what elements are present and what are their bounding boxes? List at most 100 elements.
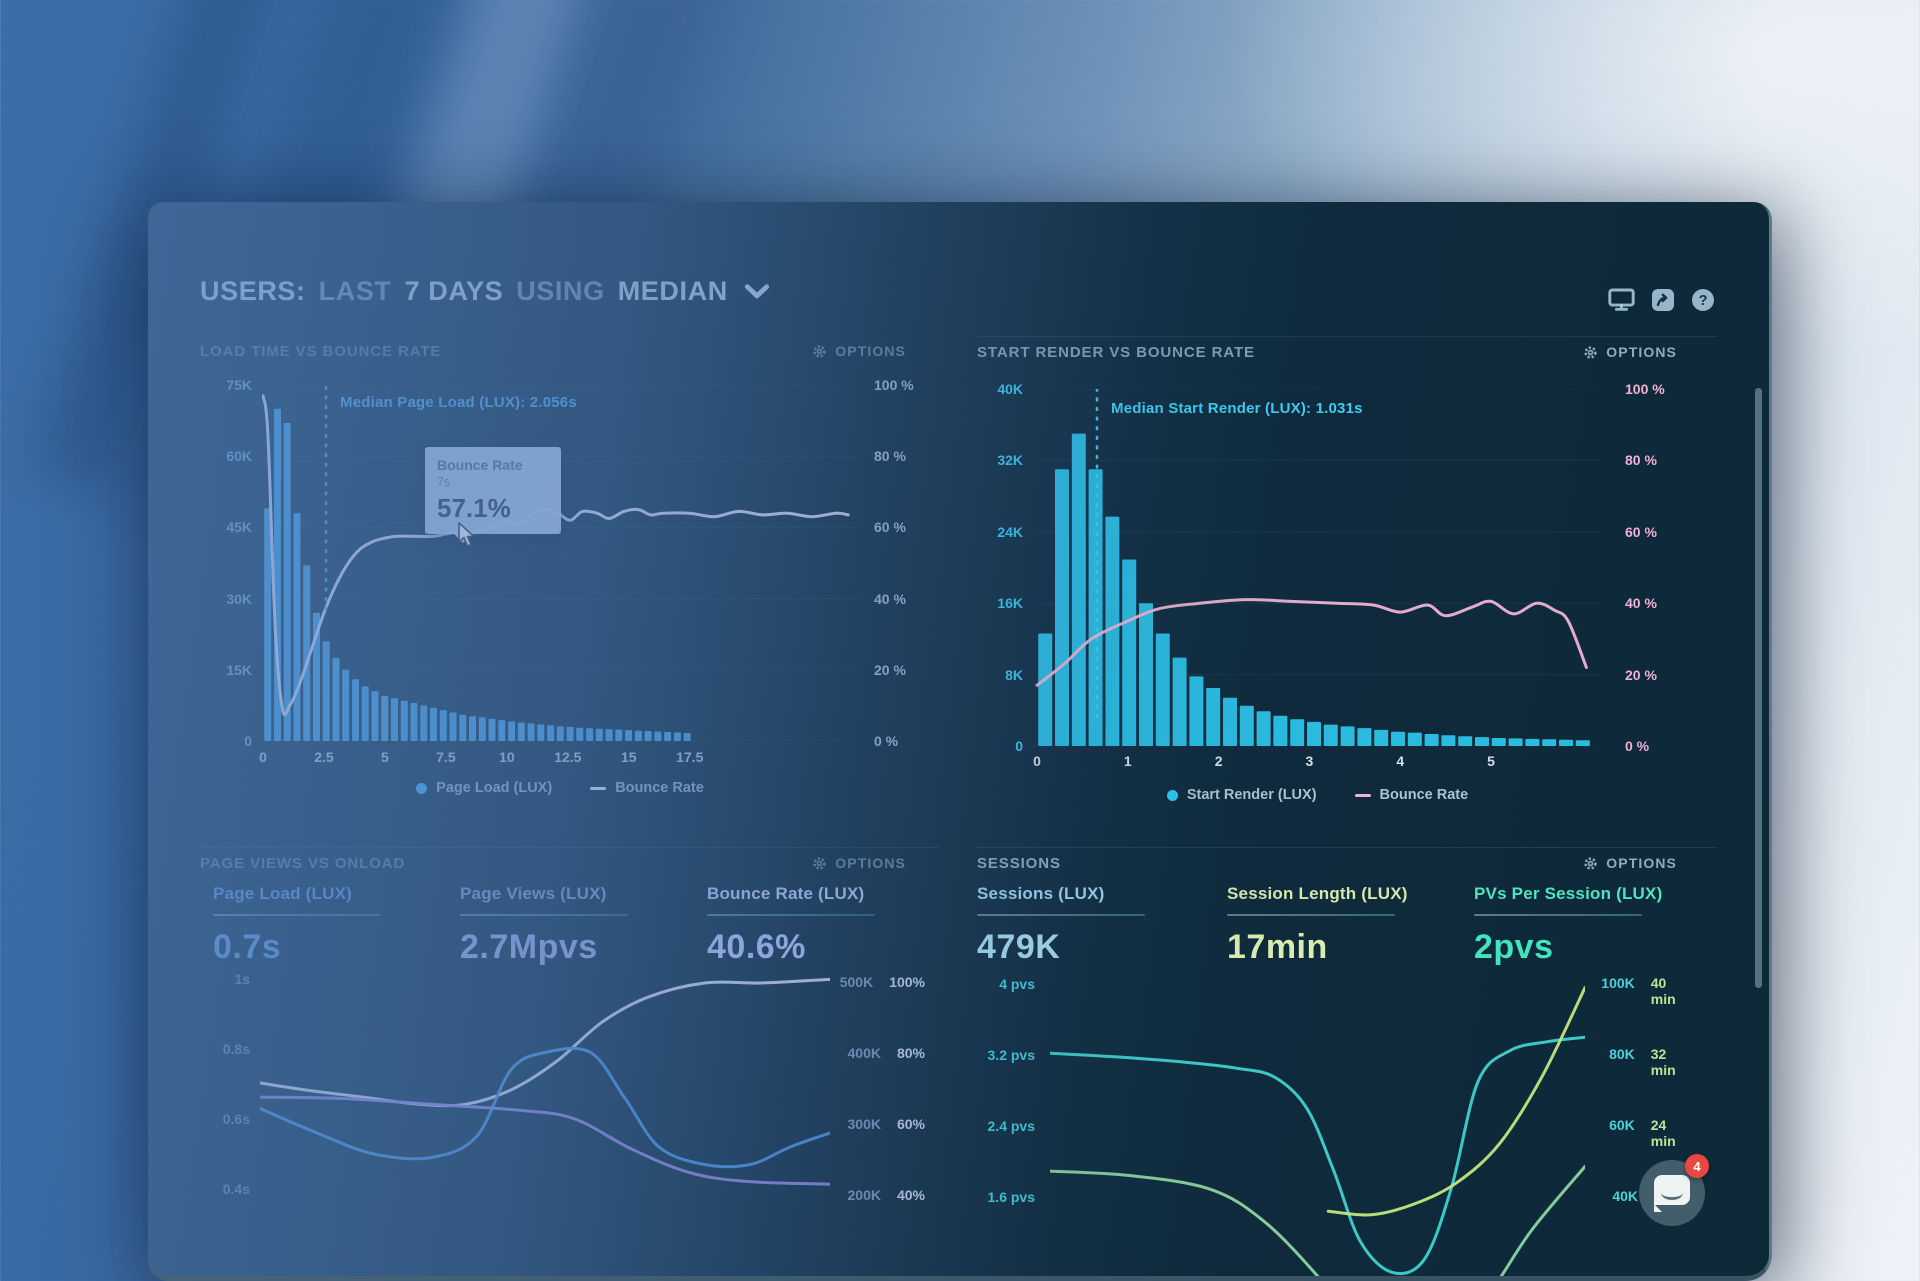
x-tick-label: 15 (620, 749, 637, 765)
axis-tick-label: 40 % (874, 590, 906, 607)
mouse-cursor (458, 522, 475, 547)
display-icon[interactable] (1608, 288, 1635, 317)
title-median-dropdown[interactable]: MEDIAN (617, 276, 728, 306)
metric-page-load: Page Load (LUX) 0.7s (213, 884, 428, 967)
axis-tick-row: 200K 40% (847, 1187, 926, 1203)
x-tick-label: 4 (1396, 753, 1405, 769)
gear-icon (1584, 345, 1597, 359)
axis-tick-label: 15K (226, 661, 252, 678)
legend-bounce-rate[interactable]: Bounce Rate (590, 780, 704, 796)
x-tick-label: 2 (1214, 753, 1223, 769)
legend-start-render[interactable]: Start Render (LUX) (1166, 787, 1317, 803)
chat-widget-button[interactable]: 4 (1639, 1154, 1709, 1226)
x-axis: 0 1 2 3 4 5 (1033, 753, 1600, 771)
metric-underline (977, 914, 1145, 916)
x-tick-label: 12.5 (554, 749, 582, 765)
metric-sessions: Sessions (LUX) 479K (977, 884, 1192, 967)
panel-title: LOAD TIME VS BOUNCE RATE (200, 342, 442, 360)
axis-tick-label: 2.4 pvs (987, 1118, 1035, 1134)
gear-icon (813, 344, 826, 358)
options-button[interactable]: OPTIONS (806, 342, 912, 360)
axis-tick-label: 60 % (874, 519, 906, 536)
title-7days: 7 DAYS (404, 276, 504, 306)
metric-page-views: Page Views (LUX) 2.7Mpvs (460, 884, 675, 967)
axis-tick-label: 16K (997, 595, 1023, 612)
toolbar-icons: ? (1608, 288, 1715, 317)
gear-icon (1584, 856, 1597, 870)
x-tick-label: 3 (1305, 753, 1314, 769)
axis-tick-row: 80K 32 min (1609, 1046, 1676, 1078)
axis-tick-label: 80 % (874, 448, 906, 465)
axis-tick-label: 0 % (1625, 738, 1650, 754)
metric-underline (213, 914, 381, 916)
panel-start-render-vs-bounce-rate: START RENDER VS BOUNCE RATE OPTIONS 40K 3… (977, 336, 1717, 842)
axis-tick-label: 0 (244, 733, 252, 749)
chat-unread-badge: 4 (1685, 1154, 1709, 1178)
metric-session-length: Session Length (LUX) 17min (1227, 884, 1408, 966)
metric-underline (1227, 914, 1395, 916)
axis-tick-label: 1.6 pvs (987, 1189, 1035, 1205)
panel-sessions: SESSIONS OPTIONS Sessions (LUX) 479K Ses… (977, 847, 1717, 1279)
legend-dot-icon (416, 782, 428, 794)
axis-tick-row: 60K 24 min (1609, 1117, 1676, 1149)
axis-tick-row: 300K 60% (847, 1116, 926, 1132)
options-button[interactable]: OPTIONS (1577, 854, 1683, 872)
axis-tick-label: 0 % (874, 733, 899, 749)
options-button[interactable]: OPTIONS (1577, 343, 1683, 361)
chart-legend: Page Load (LUX) Bounce Rate (262, 780, 858, 796)
panel-title: SESSIONS (977, 854, 1061, 872)
page-views-line-chart[interactable] (260, 973, 830, 1279)
title-users: USERS: (200, 276, 306, 306)
page-title[interactable]: USERS: LAST 7 DAYS USING MEDIAN (200, 276, 769, 307)
x-tick-label: 0 (1033, 753, 1041, 769)
panel-title: PAGE VIEWS VS ONLOAD (200, 854, 406, 872)
axis-tick-label: 60K (226, 448, 252, 465)
axis-tick-label: 40 % (1625, 595, 1657, 612)
legend-page-load[interactable]: Page Load (LUX) (416, 780, 552, 796)
x-tick-label: 5 (381, 749, 389, 765)
chart-legend: Start Render (LUX) Bounce Rate (1035, 787, 1600, 803)
axis-tick-label: 24K (997, 523, 1023, 540)
title-using: USING (516, 276, 605, 306)
gear-icon (813, 856, 826, 870)
axis-tick-label: 0.4s (222, 1181, 250, 1197)
axis-tick-row: 100K 40 min (1601, 975, 1676, 1007)
axis-tick-label: 4 pvs (999, 976, 1035, 992)
start-render-histogram-chart[interactable]: Median Start Render (LUX): 1.031s (1035, 389, 1600, 746)
svg-text:Median Start Render (LUX): 1.0: Median Start Render (LUX): 1.031s (1111, 400, 1363, 417)
x-tick-label: 0 (259, 749, 267, 765)
chat-bubble-icon (1654, 1175, 1690, 1212)
axis-tick-label: 0.6s (222, 1111, 250, 1127)
chevron-down-icon[interactable] (744, 284, 769, 299)
axis-tick-row: 500K 100% (839, 974, 925, 990)
options-button[interactable]: OPTIONS (806, 854, 912, 872)
dashboard-screen: USERS: LAST 7 DAYS USING MEDIAN ? (148, 202, 1772, 1281)
sessions-line-chart[interactable] (1050, 973, 1585, 1279)
metric-pvs-per-session: PVs Per Session (LUX) 2pvs (1474, 884, 1663, 966)
load-time-histogram-chart[interactable]: Median Page Load (LUX): 2.056s (262, 385, 858, 741)
share-icon[interactable] (1651, 288, 1675, 317)
legend-line-icon (1354, 793, 1371, 797)
x-tick-label: 5 (1487, 753, 1495, 769)
svg-text:Median Page Load (LUX): 2.056s: Median Page Load (LUX): 2.056s (340, 394, 577, 411)
smile-icon (1661, 1186, 1683, 1200)
axis-tick-label: 45K (226, 519, 252, 536)
legend-bounce-rate[interactable]: Bounce Rate (1354, 787, 1468, 803)
legend-line-icon (590, 786, 607, 790)
axis-tick-label: 75K (226, 377, 252, 393)
axis-tick-row: 400K 80% (847, 1045, 926, 1061)
axis-tick-label: 100 % (874, 377, 914, 393)
scrollbar[interactable] (1755, 388, 1762, 988)
axis-tick-label: 3.2 pvs (987, 1047, 1035, 1063)
x-tick-label: 10 (499, 749, 515, 765)
help-icon[interactable]: ? (1691, 288, 1715, 317)
axis-tick-label: 40K (997, 381, 1023, 397)
metric-underline (1474, 914, 1642, 916)
metric-underline (460, 914, 628, 916)
x-tick-label: 2.5 (314, 749, 334, 765)
axis-tick-label: 0 (1015, 738, 1023, 754)
metric-underline (707, 914, 875, 916)
axis-tick-label: 20 % (874, 661, 906, 678)
axis-tick-label: 20 % (1625, 666, 1657, 683)
x-tick-label: 17.5 (676, 749, 704, 765)
